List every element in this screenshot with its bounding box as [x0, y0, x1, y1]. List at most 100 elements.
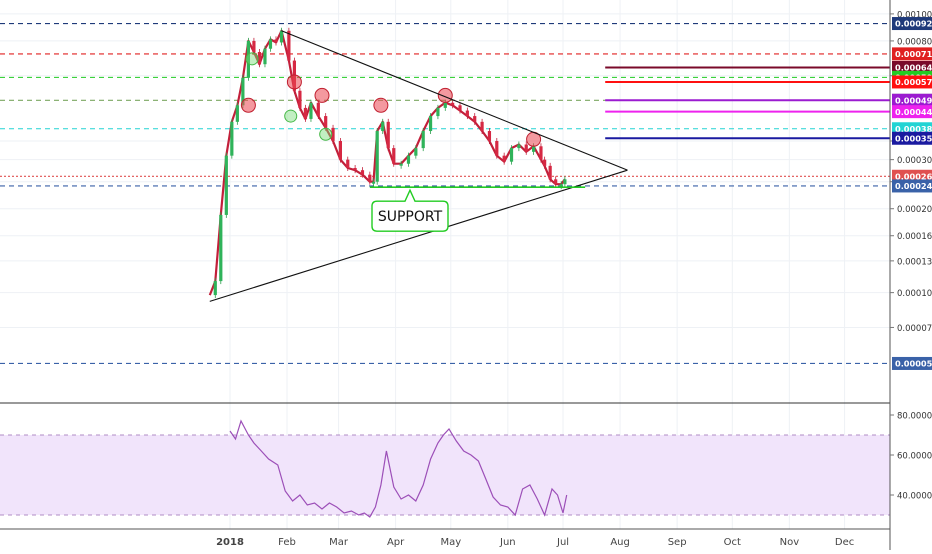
- candle-body: [224, 155, 228, 215]
- x-tick-label: Dec: [835, 537, 854, 548]
- candle-body: [502, 155, 506, 162]
- candle-body: [241, 77, 245, 106]
- support-callout: [371, 188, 449, 232]
- candle-body: [368, 174, 372, 182]
- rsi-tick-label: 80.0000: [897, 412, 932, 422]
- price-tick-label: 0.0003000: [897, 156, 932, 166]
- candle-body: [509, 148, 514, 162]
- candle-body: [371, 181, 376, 184]
- price-level-badge-label: 0.0004460: [895, 107, 932, 117]
- resistance-marker: [373, 97, 389, 113]
- candle-body: [375, 131, 379, 182]
- candle-body: [539, 146, 543, 160]
- rsi-band: [0, 435, 890, 515]
- candle-body: [324, 116, 328, 128]
- price-level-badge-label: 0.0002414: [895, 181, 932, 191]
- candle-body: [268, 39, 273, 49]
- candle-body: [473, 116, 477, 122]
- candle-body: [559, 184, 563, 187]
- candle-body: [346, 159, 350, 168]
- price-level-badge-label: 0.0004900: [895, 95, 932, 105]
- price-tick-label: 0.0002000: [897, 205, 932, 215]
- price-level-badge: [892, 105, 932, 119]
- price-level-badge-label: 0.0002615: [895, 171, 932, 181]
- price-level-badge-label: 0.0003580: [895, 133, 932, 143]
- triangle-lower-line: [209, 169, 628, 302]
- main-gridlines: [0, 0, 890, 529]
- candle-body: [263, 48, 267, 65]
- x-tick-label: Jun: [499, 537, 516, 548]
- price-level-badge: [892, 131, 932, 145]
- candle-body: [465, 110, 469, 117]
- candle-body: [421, 131, 425, 149]
- x-tick-label: Mar: [329, 537, 349, 548]
- x-tick-label: Nov: [780, 537, 800, 548]
- candle-body: [548, 165, 552, 180]
- candle-body: [331, 127, 335, 141]
- price-level-badge: [892, 179, 932, 193]
- candle-body: [219, 214, 223, 282]
- candle-body: [443, 102, 447, 108]
- price-level-badge: [892, 356, 932, 370]
- candle-body: [543, 159, 547, 166]
- candle-body: [381, 121, 385, 132]
- candle-body: [230, 121, 234, 156]
- time-axis-labels: 2018 Feb Mar Apr May Jun Jul Aug Sep Oct Nov Dec: [216, 537, 854, 548]
- price-series: [208, 27, 567, 299]
- candle-body: [517, 144, 521, 149]
- candle-body: [414, 148, 418, 156]
- candle-body: [436, 107, 440, 117]
- x-tick-label: 2018: [216, 537, 244, 548]
- price-level-badge: [892, 75, 932, 89]
- x-tick-label: Aug: [610, 537, 630, 548]
- x-tick-label: Jul: [556, 537, 569, 548]
- price-level-badge-label: 0.0006424: [895, 63, 932, 73]
- candle-body: [495, 140, 499, 156]
- x-tick-label: Sep: [668, 537, 687, 548]
- candle-body: [399, 163, 403, 166]
- candle-body: [386, 121, 390, 149]
- support-annotation: SUPPORT: [369, 186, 586, 232]
- candle-body: [360, 170, 365, 175]
- resistance-marker: [286, 74, 302, 90]
- price-level-badge: [892, 17, 932, 31]
- candle-body: [274, 39, 278, 43]
- support-label: SUPPORT: [378, 209, 443, 225]
- swing-markers: [240, 52, 542, 147]
- candle-body: [246, 40, 250, 78]
- price-level-badge-label: 0.0005700: [895, 77, 932, 87]
- support-marker: [319, 127, 333, 141]
- price-tick-label: 0.0010000: [897, 10, 932, 20]
- price-tick-label: 0.0001000: [897, 289, 932, 299]
- candle-body: [428, 116, 433, 132]
- x-tick-label: May: [440, 537, 461, 548]
- axes: [0, 0, 891, 550]
- triangle-pattern: [209, 30, 628, 302]
- price-level-badge: [892, 47, 932, 61]
- price-level-badge: [892, 60, 932, 74]
- rsi-tick-label: 40.0000: [897, 492, 932, 502]
- support-marker: [284, 109, 298, 123]
- candle-body: [406, 155, 411, 164]
- price-level-badge-label: 0.0000557: [895, 359, 932, 369]
- price-tick-label: 0.0000750: [897, 324, 932, 334]
- resistance-marker: [240, 97, 256, 113]
- candle-body: [316, 102, 320, 117]
- candle-body: [279, 30, 284, 43]
- candle-body: [487, 131, 492, 141]
- candle-body: [303, 107, 308, 119]
- candle-body: [524, 144, 528, 152]
- price-level-badge-label: 0.0003872: [895, 124, 932, 134]
- rsi-panel: [0, 419, 890, 518]
- price-tick-label: 0.0001600: [897, 232, 932, 242]
- price-level-badge-label: 0.0007187: [895, 49, 932, 59]
- price-level-badge: [892, 93, 932, 107]
- support-marker: [245, 52, 259, 66]
- price-tick-label: 0.0001300: [897, 257, 932, 267]
- price-level-lines: [0, 22, 890, 365]
- candle-body: [338, 140, 342, 160]
- candle-body: [563, 179, 567, 185]
- x-tick-label: Apr: [387, 537, 405, 548]
